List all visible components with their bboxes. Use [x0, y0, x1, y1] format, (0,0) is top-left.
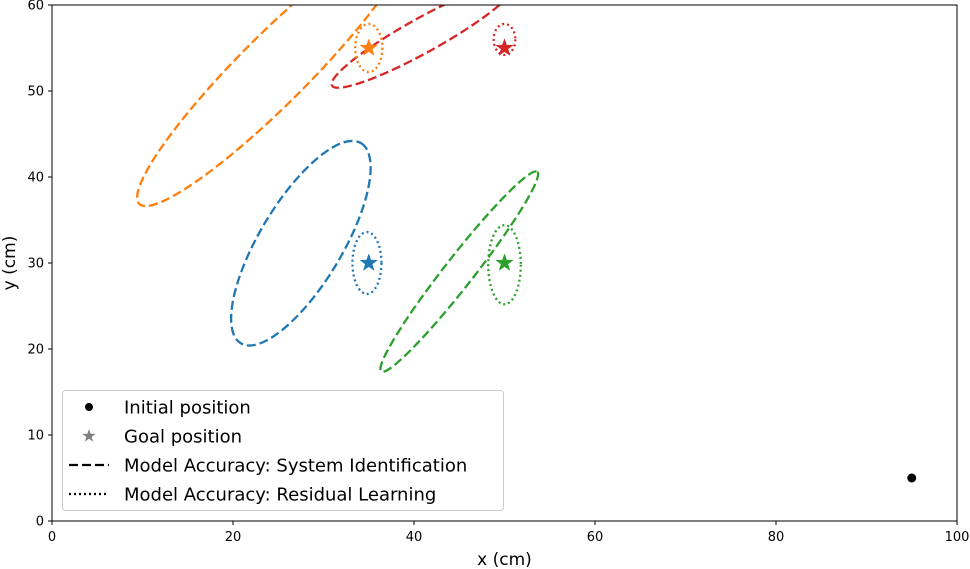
legend-sysid-label: Model Accuracy: System Identification — [124, 456, 467, 477]
x-axis-label: x (cm) — [477, 550, 532, 569]
x-tick-label: 40 — [406, 530, 423, 545]
y-tick-label: 20 — [27, 343, 44, 358]
y-axis-label: y (cm) — [0, 236, 20, 291]
ellipse-sysid-red — [330, 5, 516, 89]
legend-frame — [62, 390, 504, 511]
goal-blue-star — [359, 253, 379, 271]
y-tick-label: 10 — [27, 429, 44, 444]
plot-area — [136, 5, 917, 483]
ellipse-residual-red — [492, 22, 517, 57]
x-tick-label: 0 — [48, 530, 56, 545]
legend-initial-label: Initial position — [124, 398, 251, 419]
ellipse-residual-orange — [354, 22, 384, 74]
ellipse-residual-green — [487, 224, 522, 306]
x-tick-label: 100 — [945, 530, 970, 545]
ellipse-sysid-green — [379, 170, 540, 373]
goal-red-star — [495, 38, 514, 56]
ellipse-sysid-blue — [229, 139, 372, 347]
legend-star-marker — [82, 429, 96, 442]
x-tick-label: 80 — [768, 530, 785, 545]
goal-green-star — [495, 253, 514, 271]
ellipse-sysid-orange — [136, 5, 412, 208]
y-tick-label: 50 — [27, 85, 44, 100]
y-tick-label: 60 — [27, 0, 44, 14]
goal-orange-star — [359, 38, 379, 56]
legend: Initial position Goal position Model Accur… — [62, 390, 504, 511]
y-tick-label: 30 — [27, 257, 44, 272]
legend-goal-label: Goal position — [124, 427, 242, 448]
x-tick-label: 60 — [587, 530, 604, 545]
legend-residual-label: Model Accuracy: Residual Learning — [124, 485, 436, 506]
initial-position-dot — [907, 473, 917, 483]
legend-dot-marker — [85, 403, 93, 411]
y-tick-label: 0 — [36, 515, 44, 530]
y-tick-label: 40 — [27, 171, 44, 186]
x-tick-label: 20 — [225, 530, 242, 545]
axis-ticks: 0 20 40 60 80 100 0 10 20 30 40 50 60 — [27, 0, 969, 545]
